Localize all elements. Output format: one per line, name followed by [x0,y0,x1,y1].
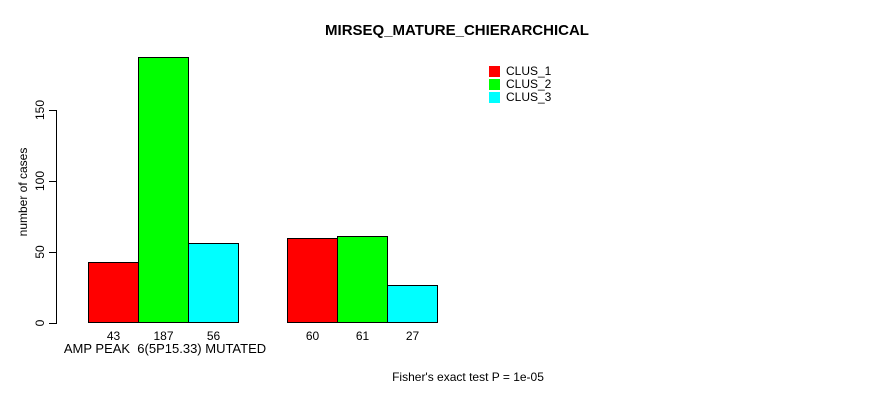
legend: CLUS_1 CLUS_2 CLUS_3 [489,65,551,104]
bar-clus_3-group2 [387,284,438,323]
bar-clus_1-group2 [287,237,338,323]
bar-value-label: 43 [106,329,121,343]
legend-item-clus_2: CLUS_2 [489,78,551,91]
legend-swatch-icon [489,66,500,77]
chart-title: MIRSEQ_MATURE_CHIERARCHICAL [325,22,589,39]
bar-value-label: 187 [153,329,174,343]
y-tick [49,180,57,182]
y-tick-label: 150 [33,99,47,121]
legend-item-clus_1: CLUS_1 [489,65,551,78]
bar-value-label: 27 [405,329,420,343]
legend-label: CLUS_2 [506,77,552,91]
bar-clus_2-group2 [337,236,388,323]
bar-value-label: 61 [355,329,370,343]
y-axis-line [56,110,57,323]
y-tick-label: 100 [33,170,47,192]
y-tick [49,322,57,324]
legend-label: CLUS_3 [506,90,552,104]
bar-value-label: 60 [305,329,320,343]
y-axis-label: number of cases [16,147,30,237]
legend-label: CLUS_1 [506,64,552,78]
y-tick-label: 50 [33,245,47,259]
legend-item-clus_3: CLUS_3 [489,91,551,104]
legend-swatch-icon [489,92,500,103]
bar-clus_3-group1 [188,243,239,323]
y-tick-label: 0 [33,319,47,327]
x-group-label: AMP PEAK 6(5P15.33) MUTATED [63,341,267,356]
bar-clus_2-group1 [138,57,189,323]
footnote-text: Fisher's exact test P = 1e-05 [392,370,544,384]
bar-clus_1-group1 [88,261,139,323]
y-tick [49,109,57,111]
legend-swatch-icon [489,79,500,90]
y-tick [49,251,57,253]
bar-value-label: 56 [206,329,221,343]
